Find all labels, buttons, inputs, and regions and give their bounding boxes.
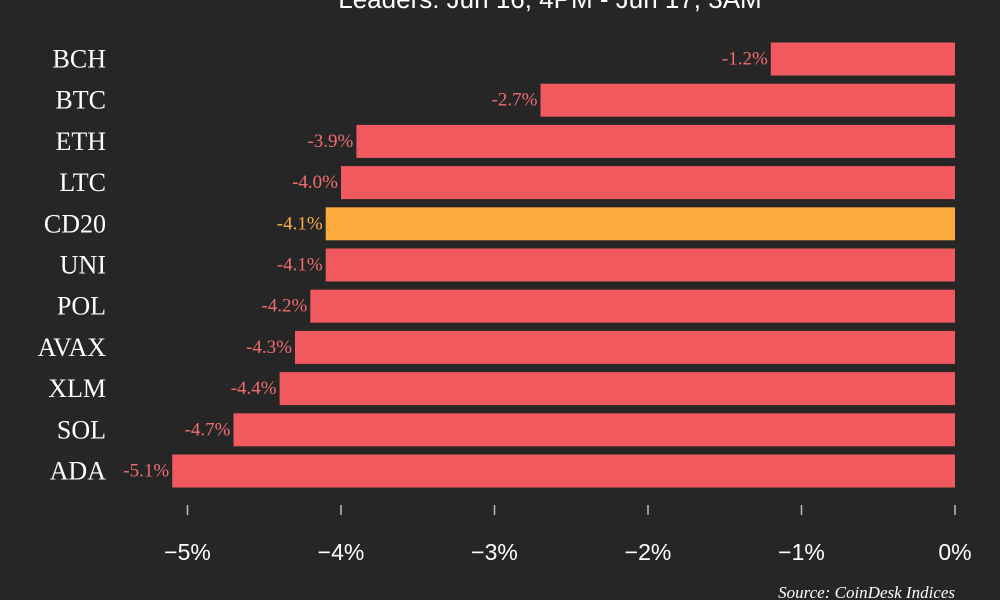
bar-uni [325, 248, 955, 282]
category-label-ltc: LTC [59, 168, 106, 197]
source-note: Source: CoinDesk Indices [778, 583, 955, 600]
value-label-xlm: -4.4% [231, 378, 277, 399]
category-label-bch: BCH [53, 45, 107, 74]
chart-title: Leaders: Jun 16, 4PM - Jun 17, 3AM [338, 0, 761, 14]
value-label-ada: -5.1% [123, 461, 169, 482]
value-label-avax: -4.3% [246, 337, 292, 358]
category-label-btc: BTC [55, 86, 106, 115]
x-tick-label: −3% [471, 539, 518, 565]
labels-layer: BCH -1.2% BTC -2.7% ETH -3.9% LTC -4.0% CD20 -4.1… [38, 45, 768, 486]
value-label-bch: -1.2% [722, 49, 768, 70]
bar-pol [310, 289, 955, 323]
category-label-sol: SOL [57, 415, 106, 444]
x-tick-label: 0% [938, 539, 971, 565]
x-tick-label: −2% [625, 539, 672, 565]
bars-layer [172, 42, 956, 488]
x-tick-label: −5% [164, 539, 211, 565]
bar-ada [172, 454, 955, 488]
x-axis: −5% −4% −3% −2% −1% 0% [164, 505, 972, 565]
category-label-xlm: XLM [48, 374, 106, 403]
bar-cd20 [325, 207, 955, 241]
category-label-eth: ETH [55, 127, 106, 156]
bar-ltc [341, 166, 955, 200]
value-label-btc: -2.7% [492, 90, 538, 111]
bar-xlm [279, 372, 956, 406]
value-label-sol: -4.7% [185, 419, 231, 440]
category-label-ada: ADA [50, 457, 107, 486]
category-label-pol: POL [57, 292, 106, 321]
value-label-uni: -4.1% [277, 255, 323, 276]
bar-btc [540, 83, 955, 117]
bar-sol [233, 413, 955, 447]
bar-eth [356, 124, 955, 158]
category-label-uni: UNI [60, 251, 106, 280]
value-label-eth: -3.9% [307, 131, 353, 152]
category-label-avax: AVAX [38, 333, 107, 362]
bar-avax [295, 330, 955, 364]
value-label-cd20: -4.1% [277, 213, 323, 234]
value-label-pol: -4.2% [261, 296, 307, 317]
bar-bch [770, 42, 955, 76]
value-label-ltc: -4.0% [292, 172, 338, 193]
x-tick-label: −1% [778, 539, 825, 565]
x-tick-label: −4% [318, 539, 365, 565]
category-label-cd20: CD20 [44, 209, 106, 238]
